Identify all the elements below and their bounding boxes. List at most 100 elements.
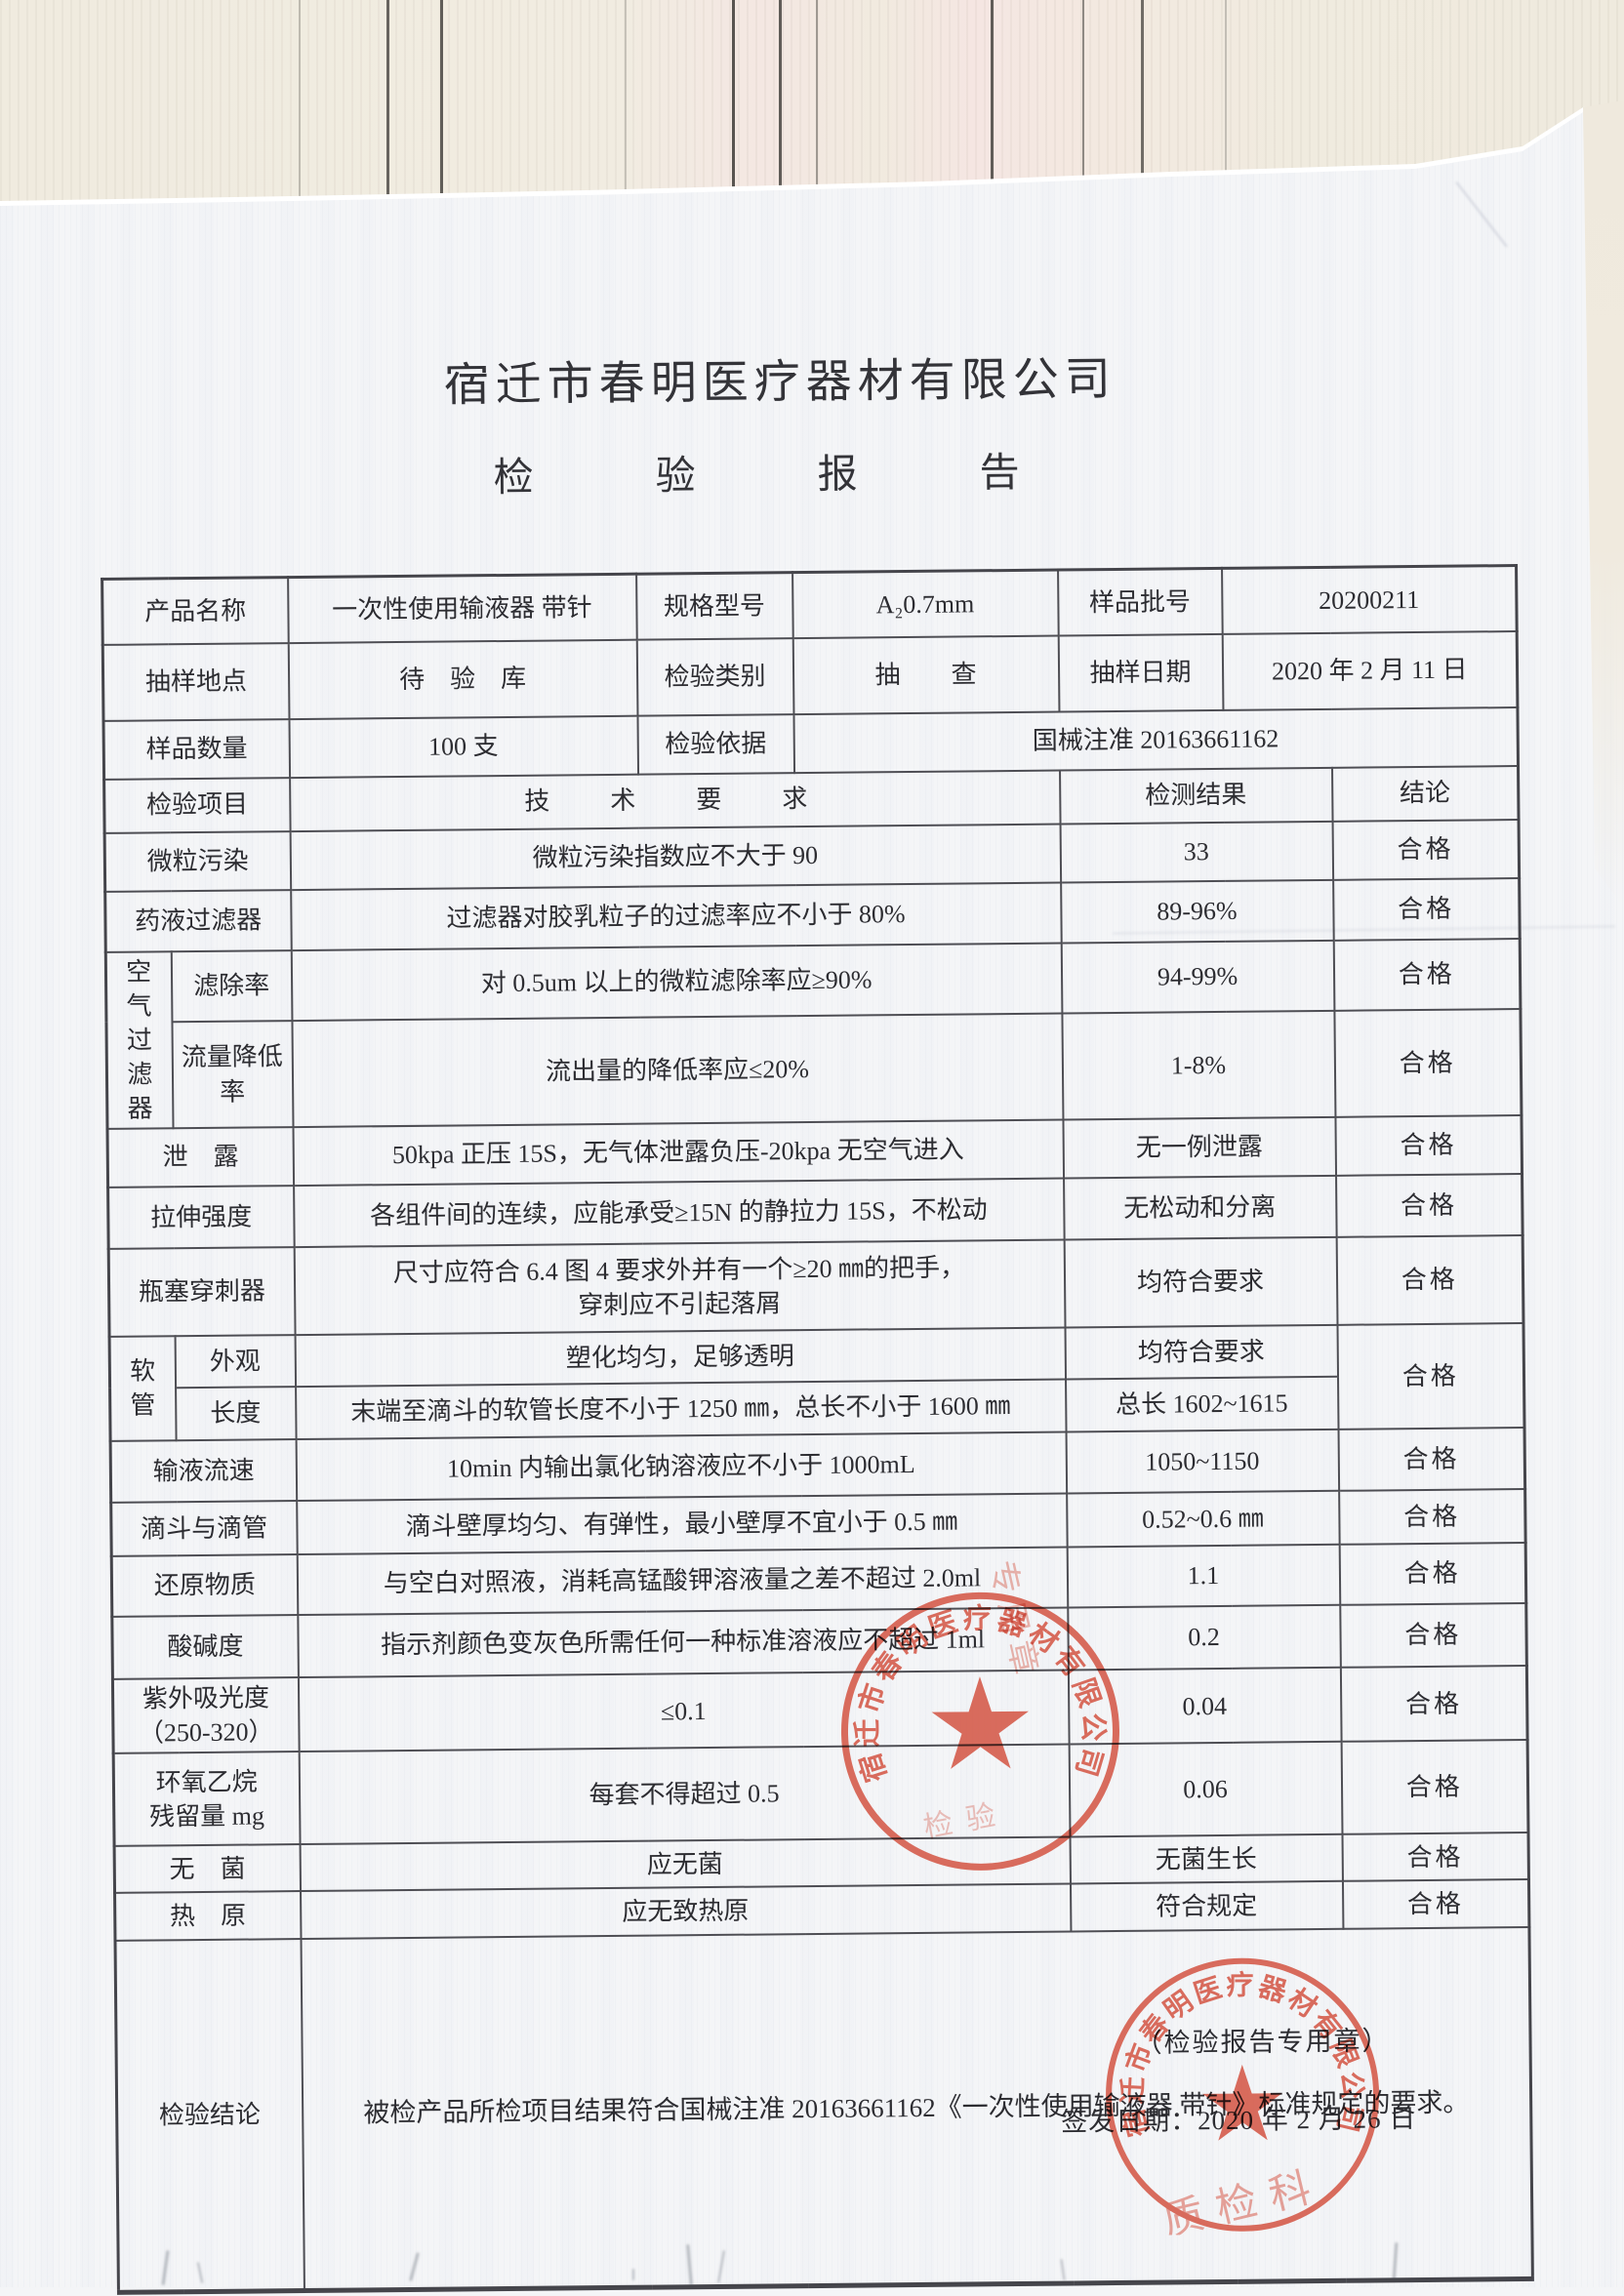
item-label: 流量降低率 xyxy=(171,1021,294,1129)
scan-streak xyxy=(991,0,994,201)
item-label: 输液流速 xyxy=(110,1439,297,1503)
item-label: 滤除率 xyxy=(171,949,292,1023)
header-result: 检测结果 xyxy=(1059,767,1333,825)
verdict-cell: 合格 xyxy=(1341,1740,1529,1834)
requirement-cell: 尺寸应符合 6.4 图 4 要求外并有一个≥20 ㎜的把手， 穿刺应不引起落屑 xyxy=(294,1239,1066,1336)
scan-streak xyxy=(1082,0,1084,201)
result-cell: 33 xyxy=(1060,821,1333,883)
product-name-value: 一次性使用输液器 带针 xyxy=(287,574,637,643)
verdict-cell: 合格 xyxy=(1342,1833,1529,1881)
table-row: 抽样地点 待 验 库 检验类别 抽 查 抽样日期 2020 年 2 月 11 日 xyxy=(102,630,1518,721)
scan-streak xyxy=(1141,0,1144,201)
table-row: 瓶塞穿刺器 尺寸应符合 6.4 图 4 要求外并有一个≥20 ㎜的把手， 穿刺应… xyxy=(108,1234,1524,1337)
spec-label: 规格型号 xyxy=(635,572,793,640)
header-item: 检验项目 xyxy=(103,777,291,833)
result-cell: 总长 1602~1615 xyxy=(1065,1376,1339,1432)
requirement-cell: 50kpa 正压 15S，无气体泄露负压-20kpa 无空气进入 xyxy=(293,1119,1064,1187)
requirement-cell: 末端至滴斗的软管长度不小于 1250 ㎜，总长不小于 1600 ㎜ xyxy=(295,1379,1067,1440)
sample-qty-value: 100 支 xyxy=(289,715,638,778)
result-cell: 94-99% xyxy=(1061,940,1334,1014)
verdict-cell: 合格 xyxy=(1339,1602,1527,1668)
seal-star-icon xyxy=(931,1676,1029,1769)
item-label: 泄 露 xyxy=(107,1127,294,1188)
requirement-cell: 流出量的降低率应≤20% xyxy=(291,1013,1063,1128)
item-label: 紫外吸光度 （250-320） xyxy=(112,1677,300,1754)
requirement-cell: 应无致热原 xyxy=(300,1883,1071,1940)
report-title: 检 验 报 告 xyxy=(493,449,1061,501)
verdict-cell: 合格 xyxy=(1336,1234,1524,1325)
table-row: 流量降低率 流出量的降低率应≤20% 1-8% 合格 xyxy=(106,1009,1522,1129)
result-cell: 均符合要求 xyxy=(1064,1236,1338,1328)
result-cell: 无松动和分离 xyxy=(1063,1175,1337,1240)
item-label: 环氧乙烷 残留量 mg xyxy=(113,1752,301,1847)
verdict-cell: 合格 xyxy=(1338,1427,1525,1491)
result-cell: 1-8% xyxy=(1061,1010,1335,1120)
batch-value: 20200211 xyxy=(1221,565,1518,634)
scan-streak xyxy=(779,0,782,201)
item-label: 外观 xyxy=(175,1335,296,1389)
inspection-type-value: 抽 查 xyxy=(792,635,1059,714)
verdict-cell: 合格 xyxy=(1333,1009,1522,1117)
scan-streak xyxy=(1225,0,1227,201)
basis-value: 国械注准 20163661162 xyxy=(792,706,1519,773)
table-row: 紫外吸光度 （250-320） ≤0.1 0.04 合格 xyxy=(112,1665,1528,1754)
verdict-cell: 合格 xyxy=(1340,1665,1528,1742)
sampling-date-label: 抽样日期 xyxy=(1058,633,1223,712)
qc-department-seal-stamp: 宿迁市春明医疗器材有限公司 质检科 xyxy=(1106,1957,1380,2236)
verdict-cell: 合格 xyxy=(1334,1114,1522,1176)
requirement-cell: 各组件间的连续，应能承受≥15N 的静拉力 15S，不松动 xyxy=(293,1178,1065,1248)
seal-star-icon xyxy=(1202,2064,1282,2141)
sampling-place-label: 抽样地点 xyxy=(102,642,290,721)
result-cell: 0.52~0.6 ㎜ xyxy=(1066,1490,1340,1548)
sampling-place-value: 待 验 库 xyxy=(288,639,637,719)
header-requirement: 技 术 要 求 xyxy=(289,770,1061,831)
requirement-cell: 滴斗壁厚均匀、有弹性，最小壁厚不宜小于 0.5 ㎜ xyxy=(296,1493,1068,1555)
spec-value: A₂0.7mm xyxy=(792,570,1059,638)
result-cell: 符合规定 xyxy=(1070,1880,1343,1932)
item-label: 还原物质 xyxy=(111,1554,298,1617)
conclusion-label: 检验结论 xyxy=(115,1939,304,2293)
basis-label: 检验依据 xyxy=(636,713,794,775)
inspection-type-label: 检验类别 xyxy=(636,637,793,716)
verdict-cell: 合格 xyxy=(1333,938,1521,1011)
result-cell: 无一例泄露 xyxy=(1062,1116,1336,1179)
group-label-air-filter: 空气过滤器 xyxy=(105,950,174,1129)
verdict-cell: 合格 xyxy=(1335,1173,1523,1237)
requirement-cell: 微粒污染指数应不大于 90 xyxy=(290,824,1061,890)
scan-streak xyxy=(816,0,818,201)
result-cell: 1050~1150 xyxy=(1066,1429,1339,1494)
item-label: 无 菌 xyxy=(114,1844,301,1894)
company-title: 宿迁市春明医疗器材有限公司 xyxy=(443,353,1116,412)
verdict-cell: 合格 xyxy=(1332,877,1521,941)
scan-streak xyxy=(386,0,389,201)
sampling-date-value: 2020 年 2 月 11 日 xyxy=(1222,630,1518,710)
verdict-cell: 合格 xyxy=(1332,819,1520,880)
header-verdict: 结论 xyxy=(1331,765,1520,822)
result-cell: 均符合要求 xyxy=(1065,1324,1338,1380)
scan-streak xyxy=(732,0,735,201)
item-label: 微粒污染 xyxy=(104,830,291,892)
scan-streak xyxy=(440,0,443,201)
item-label: 酸碱度 xyxy=(111,1615,299,1679)
requirement-cell: 对 0.5um 以上的微粒滤除率应≥90% xyxy=(291,943,1062,1022)
verdict-cell: 合格 xyxy=(1339,1542,1526,1605)
table-row: 空气过滤器 滤除率 对 0.5um 以上的微粒滤除率应≥90% 94-99% 合… xyxy=(105,938,1521,1129)
item-label: 热 原 xyxy=(114,1891,302,1942)
requirement-cell: 10min 内输出氯化钠溶液应不小于 1000mL xyxy=(296,1431,1067,1502)
item-label: 长度 xyxy=(175,1387,297,1441)
seal-department-text: 质检科 xyxy=(1158,2162,1328,2236)
verdict-cell: 合格 xyxy=(1342,1879,1529,1929)
result-cell: 89-96% xyxy=(1060,879,1334,944)
scan-streak xyxy=(299,0,301,201)
sample-qty-label: 样品数量 xyxy=(102,718,290,780)
bleed-mark xyxy=(632,2269,634,2280)
verdict-cell: 合格 xyxy=(1338,1488,1526,1545)
scan-streak xyxy=(625,0,627,201)
requirement-cell: 塑化均匀，足够透明 xyxy=(295,1327,1066,1388)
company-seal-stamp: 宿迁市春明医疗器材有限公司 xyxy=(840,1591,1119,1871)
item-label: 拉伸强度 xyxy=(107,1186,295,1249)
item-label: 滴斗与滴管 xyxy=(110,1501,298,1556)
verdict-cell: 合格 xyxy=(1337,1322,1525,1430)
